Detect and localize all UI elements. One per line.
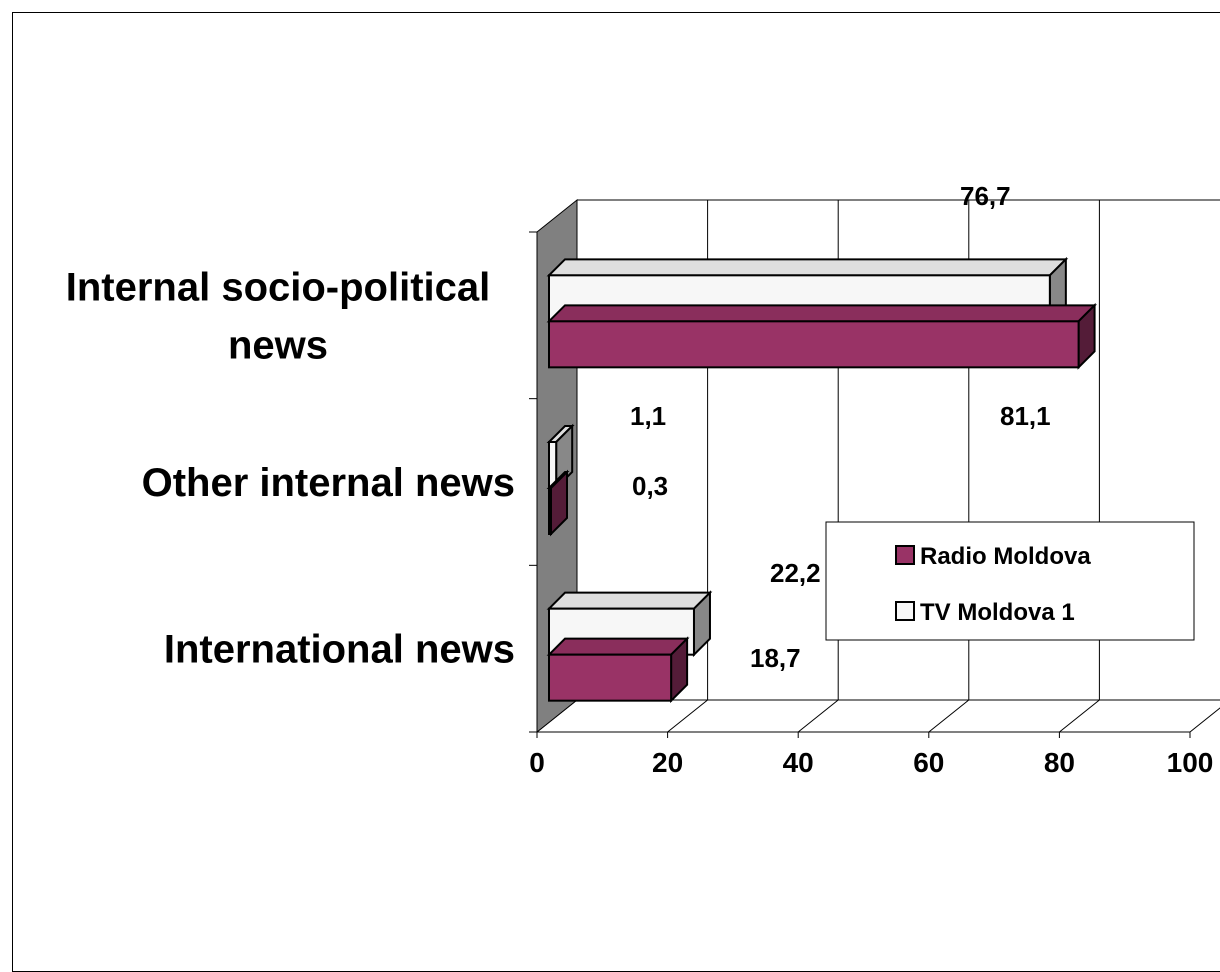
legend-label: Radio Moldova bbox=[920, 543, 1091, 570]
x-tick-label: 100 bbox=[1167, 747, 1214, 778]
x-tick-label: 40 bbox=[783, 747, 814, 778]
legend-swatch bbox=[895, 601, 915, 621]
bar-radio-moldova bbox=[546, 469, 570, 537]
legend: Radio Moldova TV Moldova 1 bbox=[825, 521, 1195, 641]
chart-frame bbox=[12, 12, 1220, 972]
x-tick-label: 60 bbox=[913, 747, 944, 778]
bars-group bbox=[546, 256, 1097, 704]
data-label-tv-moldova-1: 1,1 bbox=[630, 401, 666, 431]
bar-radio-moldova bbox=[546, 636, 690, 704]
bar-radio-moldova bbox=[546, 302, 1097, 370]
bar-tv-moldova-1 bbox=[546, 423, 575, 491]
data-label-radio-moldova: 0,3 bbox=[632, 471, 668, 501]
data-label-radio-moldova: 18,7 bbox=[750, 643, 801, 673]
legend-box bbox=[825, 521, 1195, 641]
category-labels: Internal socio-political news Other intern… bbox=[66, 265, 515, 671]
floor-gridline bbox=[667, 699, 708, 733]
x-tick-label: 0 bbox=[529, 747, 545, 778]
category-label: International news bbox=[164, 628, 515, 672]
floor-gridline bbox=[1059, 699, 1100, 733]
data-label-tv-moldova-1: 22,2 bbox=[770, 558, 821, 588]
category-label: Other internal news bbox=[142, 461, 515, 505]
category-label: Internal socio-political news bbox=[66, 265, 491, 367]
data-label-radio-moldova: 81,1 bbox=[1000, 401, 1051, 431]
x-tick-label: 80 bbox=[1044, 747, 1075, 778]
legend-swatch bbox=[895, 545, 915, 565]
chart-floor bbox=[536, 699, 1220, 738]
floor-gridline bbox=[797, 699, 839, 733]
floor-gridline bbox=[928, 699, 970, 733]
data-labels: 76,7 81,1 1,1 0,3 22,2 18,7 bbox=[630, 181, 1051, 673]
x-tick-label: 20 bbox=[652, 747, 683, 778]
x-axis-tick-labels: 0 20 40 60 80 100 bbox=[529, 747, 1213, 778]
legend-label: TV Moldova 1 bbox=[920, 599, 1075, 626]
data-label-tv-moldova-1: 76,7 bbox=[960, 181, 1011, 211]
floor-gridline bbox=[1189, 707, 1220, 733]
